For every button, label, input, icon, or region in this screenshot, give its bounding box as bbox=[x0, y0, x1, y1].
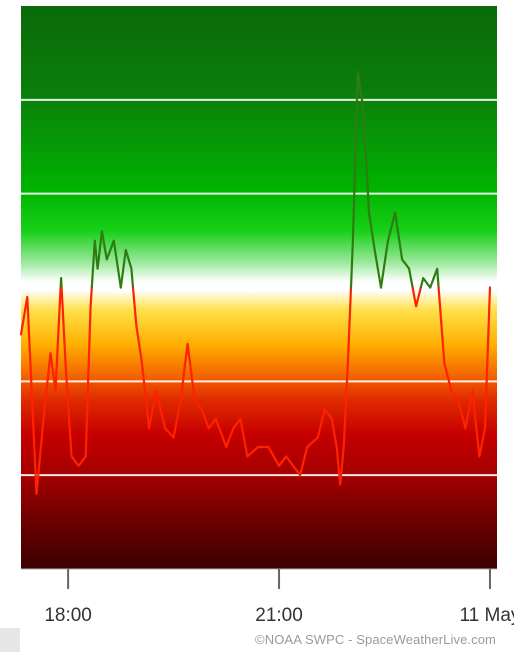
corner-shade bbox=[0, 628, 20, 652]
x-axis-ticks: 18:00 21:00 11 May bbox=[44, 569, 514, 626]
series-line-segment-6 bbox=[131, 286, 353, 486]
series-line-segment-7 bbox=[349, 70, 383, 289]
series-line-segment-9 bbox=[379, 211, 414, 289]
gridlines bbox=[21, 98, 497, 477]
source-credit: ©NOAA SWPC - SpaceWeatherLive.com bbox=[255, 632, 496, 647]
series-line-segment-3 bbox=[90, 230, 122, 289]
series-line-segment-1 bbox=[59, 277, 63, 289]
x-tick-label-0: 18:00 bbox=[44, 605, 92, 626]
series-line-segment-5 bbox=[119, 248, 135, 289]
x-tick-label-2: 11 May bbox=[460, 605, 514, 626]
series-line-segment-10 bbox=[411, 286, 422, 308]
series-line-segment-11 bbox=[419, 277, 432, 289]
x-tick-label-1: 21:00 bbox=[255, 605, 303, 626]
series-line-segment-14 bbox=[437, 286, 492, 458]
series-line-segment-0 bbox=[19, 286, 62, 495]
series-line-segment-13 bbox=[429, 267, 440, 289]
data-line bbox=[19, 70, 492, 495]
series-line-segment-2 bbox=[60, 286, 93, 467]
